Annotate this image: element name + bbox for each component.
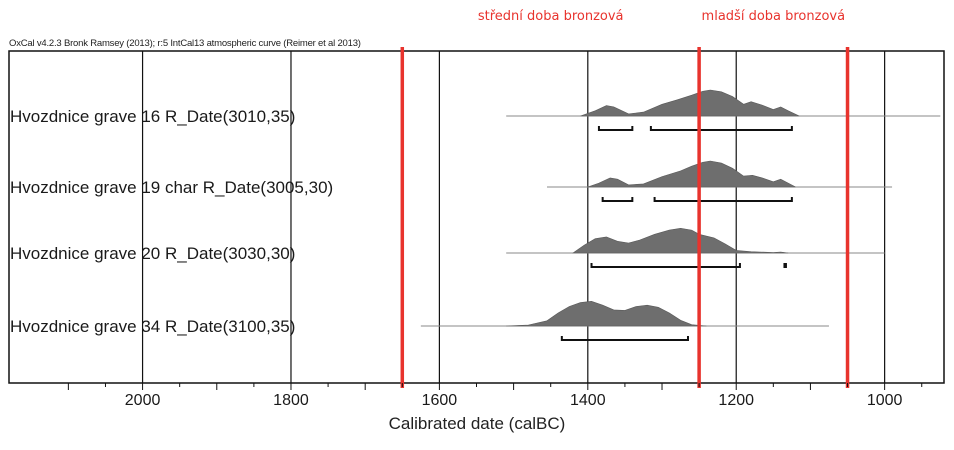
range-bracket bbox=[651, 126, 792, 130]
x-tick-label: 1600 bbox=[422, 392, 458, 409]
range-bracket bbox=[784, 263, 785, 267]
probability-distribution bbox=[506, 301, 706, 326]
series-label: Hvozdnice grave 20 R_Date(3030,30) bbox=[10, 244, 295, 263]
range-bracket bbox=[655, 197, 792, 201]
x-tick-label: 1000 bbox=[867, 392, 903, 409]
range-bracket bbox=[592, 263, 740, 267]
series-label: Hvozdnice grave 16 R_Date(3010,35) bbox=[10, 107, 295, 126]
x-tick-label: 1400 bbox=[570, 392, 606, 409]
range-bracket bbox=[599, 126, 632, 130]
x-axis-title: Calibrated date (calBC) bbox=[0, 414, 954, 434]
range-bracket bbox=[562, 336, 688, 340]
series-label: Hvozdnice grave 34 R_Date(3100,35) bbox=[10, 317, 295, 336]
probability-distribution bbox=[573, 228, 788, 253]
x-tick-label: 1200 bbox=[718, 392, 754, 409]
range-bracket bbox=[603, 197, 633, 201]
x-tick-label: 1800 bbox=[273, 392, 309, 409]
x-tick-label: 2000 bbox=[125, 392, 161, 409]
probability-distribution bbox=[588, 161, 796, 187]
probability-distribution bbox=[580, 90, 799, 116]
series-label: Hvozdnice grave 19 char R_Date(3005,30) bbox=[10, 178, 333, 197]
